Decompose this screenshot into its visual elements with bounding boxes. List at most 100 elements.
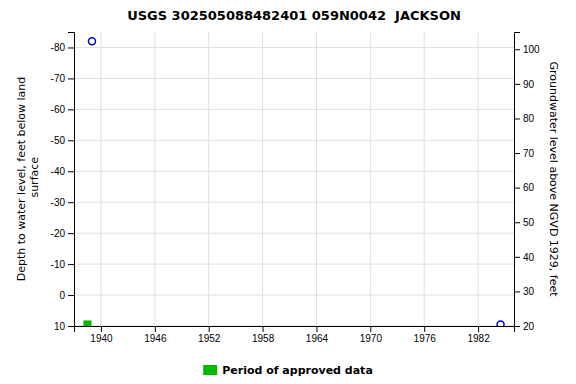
tick-label: 40 (523, 252, 535, 263)
tick-label: 10 (54, 321, 66, 332)
tick-label: -50 (51, 135, 66, 146)
tick: 30 (514, 286, 535, 297)
grid-line (316, 32, 317, 326)
plot: 19401946195219581964197019761982100-10-2… (51, 32, 541, 344)
tick-mark (514, 84, 520, 85)
tick-label: -80 (51, 42, 66, 53)
grid-line (208, 32, 209, 326)
tick: 40 (514, 252, 535, 263)
x-axis: 1940 1946 1952 1958 1964 1970 1976 1982 (75, 326, 515, 344)
tick: 70 (514, 148, 535, 159)
tick: 10 (54, 321, 74, 332)
series (84, 321, 91, 326)
tick-label: 1958 (252, 333, 275, 344)
axis-line (515, 33, 521, 327)
square-marker (84, 321, 91, 326)
tick: 60 (514, 182, 535, 193)
tick-label: 1952 (198, 333, 221, 344)
tick-mark (514, 153, 520, 154)
tick: -10 (51, 259, 74, 270)
tick: 1982 (467, 326, 490, 344)
tick-mark (68, 47, 74, 48)
grid-line (74, 78, 514, 79)
tick-mark (155, 326, 156, 332)
series (88, 38, 504, 326)
tick-label: -10 (51, 259, 66, 270)
tick-mark (68, 326, 74, 327)
tick-label: 1982 (467, 333, 490, 344)
point (88, 38, 95, 45)
tick: 1958 (252, 326, 275, 344)
tick: 1964 (306, 326, 329, 344)
tick-label: 80 (523, 113, 535, 124)
tick-label: 1970 (360, 333, 383, 344)
grid-line (154, 32, 155, 326)
tick-mark (514, 188, 520, 189)
tick: 0 (59, 290, 74, 301)
tick-mark (514, 118, 520, 119)
tick-mark (263, 326, 264, 332)
tick-label: 1964 (306, 333, 329, 344)
grid-line (74, 140, 514, 141)
tick-mark (316, 326, 317, 332)
marks (84, 38, 504, 326)
tick-label: -60 (51, 104, 66, 115)
tick-label: 70 (523, 148, 535, 159)
tick: -50 (51, 135, 74, 146)
grid-line (100, 32, 101, 326)
tick-label: 30 (523, 286, 535, 297)
tick: 20 (514, 321, 535, 332)
grid-line (74, 202, 514, 203)
grid-line (74, 171, 514, 172)
tick-label: 20 (523, 321, 535, 332)
tick: 1976 (414, 326, 437, 344)
legend-label: Period of approved data (222, 364, 373, 377)
tick-mark (68, 295, 74, 296)
grid-line (74, 295, 514, 296)
grid-line (424, 32, 425, 326)
y-axis: 100-10-20-30-40-50-60-70-80 (51, 33, 75, 332)
y-axis-label: Depth to water level, feet below land su… (15, 77, 41, 282)
legend: Period of approved data (203, 364, 373, 377)
tick-label: 60 (523, 182, 535, 193)
tick-label: -30 (51, 197, 66, 208)
tick-label: 1940 (90, 333, 113, 344)
tick: 80 (514, 113, 535, 124)
tick-label: 1976 (414, 333, 437, 344)
tick-label: 50 (523, 217, 535, 228)
title: USGS 302505088482401 059N0042 JACKSON (127, 8, 461, 23)
tick-mark (424, 326, 425, 332)
tick-mark (68, 171, 74, 172)
tick-label: 100 (523, 44, 540, 55)
tick-label: -70 (51, 73, 66, 84)
tick-mark (514, 49, 520, 50)
legend-swatch (203, 365, 217, 375)
grid (74, 32, 514, 326)
grid-line (74, 47, 514, 48)
tick: 1940 (90, 326, 113, 344)
tick-label: 1946 (144, 333, 167, 344)
tick-mark (209, 326, 210, 332)
tick-mark (68, 109, 74, 110)
axis-line (75, 327, 515, 333)
tick: 100 (514, 44, 540, 55)
tick: 1946 (144, 326, 167, 344)
tick-mark (478, 326, 479, 332)
tick-mark (68, 78, 74, 79)
tick-mark (68, 140, 74, 141)
tick-mark (514, 291, 520, 292)
tick-mark (68, 264, 74, 265)
tick-label: 0 (59, 290, 65, 301)
chart: 19401946195219581964197019761982100-10-2… (0, 0, 576, 384)
tick-mark (370, 326, 371, 332)
grid-line (262, 32, 263, 326)
grid-line (74, 109, 514, 110)
tick: -60 (51, 104, 74, 115)
tick: 90 (514, 79, 535, 90)
tick-mark (514, 326, 520, 327)
tick-mark (514, 257, 520, 258)
tick: -40 (51, 166, 74, 177)
grid-line (478, 32, 479, 326)
point (497, 321, 504, 326)
tick-label: -40 (51, 166, 66, 177)
